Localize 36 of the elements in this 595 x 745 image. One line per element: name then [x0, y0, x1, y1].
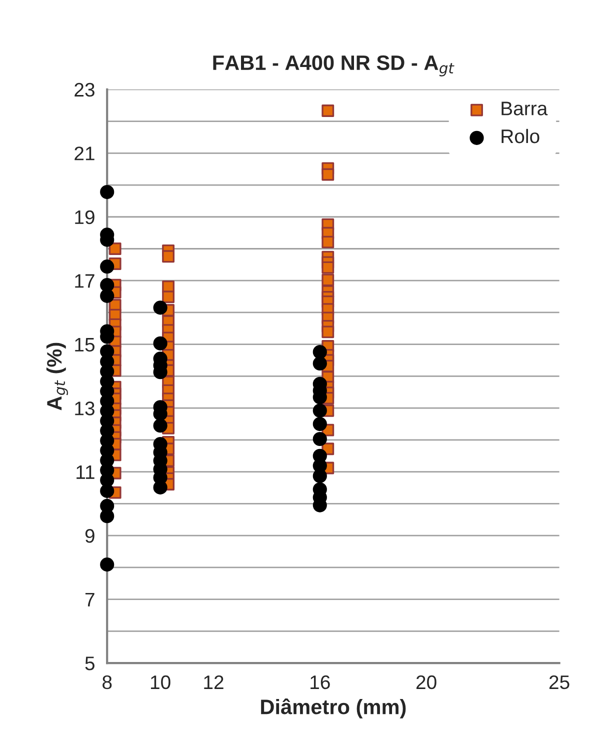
y-tick-label: 9 — [85, 529, 94, 543]
point — [153, 418, 168, 433]
x-tick-label: 20 — [416, 675, 436, 690]
x-axis-title: Diâmetro (mm) — [261, 698, 406, 718]
legend-label: Rolo — [502, 128, 540, 144]
point — [312, 468, 327, 484]
chart-title: FAB1 - A400 NR SD - A$_{gt}$ — [213, 55, 454, 76]
y-tick-label: 5 — [85, 656, 94, 670]
point — [312, 356, 327, 371]
point — [153, 300, 168, 315]
y-tick-label: 19 — [75, 210, 94, 224]
point — [100, 288, 114, 303]
point — [100, 509, 114, 524]
y-tick-label: 23 — [74, 82, 94, 97]
y-tick-label: 7 — [85, 592, 94, 606]
x-tick-label: 25 — [549, 675, 570, 690]
x-tick-label: 10 — [150, 675, 170, 690]
y-tick-label: 15 — [75, 338, 94, 352]
y-tick-label: 13 — [75, 402, 94, 416]
legend-label: Barra — [502, 102, 548, 116]
point — [100, 184, 114, 200]
y-tick-label: 17 — [75, 274, 94, 288]
point — [312, 432, 327, 446]
x-tick-label: 12 — [204, 675, 224, 689]
y-axis-title: A$_{gt}$ (%) — [46, 342, 68, 410]
x-tick-label: 16 — [310, 675, 330, 690]
point — [153, 336, 168, 350]
point — [312, 416, 327, 432]
point — [312, 404, 327, 418]
point — [312, 344, 327, 360]
point — [100, 260, 114, 274]
point — [100, 484, 114, 498]
y-tick-label: 11 — [76, 466, 94, 479]
point — [100, 558, 114, 572]
y-tick-label: 21 — [74, 146, 94, 160]
x-tick-label: 8 — [102, 675, 112, 690]
